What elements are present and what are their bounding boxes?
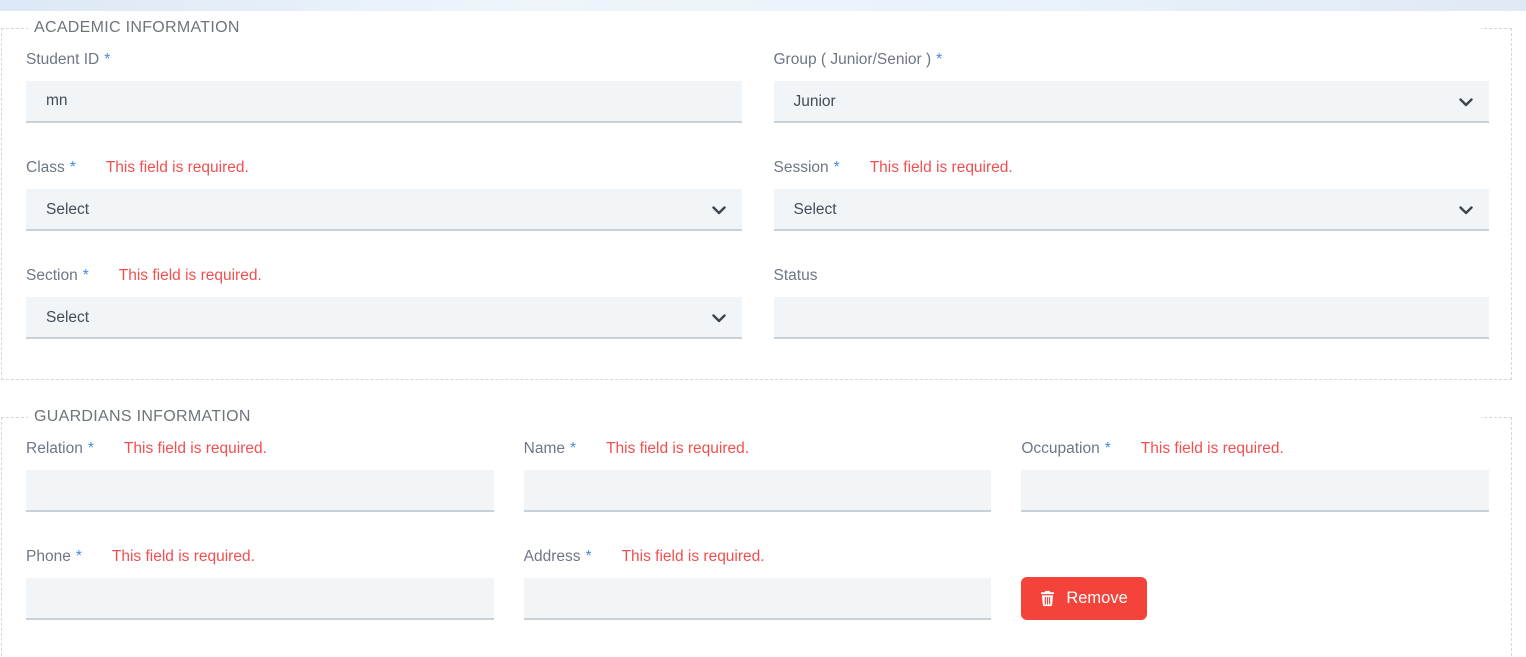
group-select-wrap: Junior — [773, 81, 1489, 123]
name-label: Name — [523, 440, 566, 457]
error-message: This field is required. — [606, 440, 750, 457]
section-label: Section — [26, 267, 78, 284]
error-message: This field is required. — [118, 267, 262, 284]
field-status: Status — [773, 267, 1490, 339]
academic-section-title: ACADEMIC INFORMATION — [34, 19, 240, 36]
guardians-form-grid: Relation * This field is required. Name … — [26, 440, 1489, 620]
required-asterisk: * — [936, 51, 943, 68]
academic-information-section: ACADEMIC INFORMATION Student ID * Group … — [1, 19, 1512, 380]
name-input[interactable] — [523, 470, 992, 512]
required-asterisk: * — [69, 159, 76, 176]
phone-input[interactable] — [26, 578, 494, 620]
required-asterisk: * — [104, 51, 111, 68]
session-label-row: Session * This field is required. — [774, 159, 1490, 179]
class-select-wrap: Select — [26, 189, 742, 231]
group-label: Group ( Junior/Senior ) — [773, 51, 932, 68]
required-asterisk: * — [585, 548, 592, 565]
guardians-information-section: GUARDIANS INFORMATION Relation * This fi… — [1, 408, 1512, 657]
field-name: Name * This field is required. — [523, 440, 992, 512]
occupation-input[interactable] — [1021, 470, 1489, 512]
required-asterisk: * — [1104, 440, 1111, 457]
trash-icon — [1040, 590, 1055, 607]
occupation-label-row: Occupation * This field is required. — [1021, 440, 1489, 460]
section-select[interactable]: Select — [26, 297, 742, 339]
guardians-section-title: GUARDIANS INFORMATION — [34, 408, 251, 425]
error-message: This field is required. — [123, 440, 267, 457]
required-asterisk: * — [570, 440, 577, 457]
group-select[interactable]: Junior — [773, 81, 1489, 123]
student-id-label-row: Student ID * — [26, 51, 742, 71]
field-session: Session * This field is required. Select — [773, 159, 1490, 231]
field-student-id: Student ID * — [26, 51, 742, 123]
field-section: Section * This field is required. Select — [26, 267, 742, 339]
session-select-wrap: Select — [773, 189, 1489, 231]
error-message: This field is required. — [111, 548, 255, 565]
phone-label-row: Phone * This field is required. — [26, 548, 494, 568]
error-message: This field is required. — [1140, 440, 1284, 457]
relation-label-row: Relation * This field is required. — [26, 440, 494, 460]
remove-button[interactable]: Remove — [1021, 577, 1147, 620]
relation-label: Relation — [26, 440, 83, 457]
required-asterisk: * — [833, 159, 840, 176]
error-message: This field is required. — [105, 159, 249, 176]
required-asterisk: * — [75, 548, 82, 565]
student-id-input[interactable] — [26, 81, 742, 123]
session-select[interactable]: Select — [773, 189, 1489, 231]
error-message: This field is required. — [621, 548, 765, 565]
remove-button-cell: Remove — [1021, 548, 1489, 620]
student-id-label: Student ID — [26, 51, 100, 68]
status-label-row: Status — [774, 267, 1490, 287]
remove-button-label: Remove — [1066, 589, 1128, 607]
status-label: Status — [773, 267, 818, 284]
required-asterisk: * — [82, 267, 89, 284]
status-input[interactable] — [773, 297, 1489, 339]
field-class: Class * This field is required. Select — [26, 159, 742, 231]
class-select[interactable]: Select — [26, 189, 742, 231]
field-relation: Relation * This field is required. — [26, 440, 494, 512]
address-label: Address — [523, 548, 581, 565]
required-asterisk: * — [87, 440, 94, 457]
academic-form-grid: Student ID * Group ( Junior/Senior ) * J… — [26, 51, 1489, 339]
page-topbar-accent — [0, 0, 1526, 11]
field-address: Address * This field is required. — [523, 548, 992, 620]
field-occupation: Occupation * This field is required. — [1021, 440, 1489, 512]
class-label-row: Class * This field is required. — [26, 159, 742, 179]
name-label-row: Name * This field is required. — [524, 440, 992, 460]
section-label-row: Section * This field is required. — [26, 267, 742, 287]
address-input[interactable] — [523, 578, 992, 620]
error-message: This field is required. — [869, 159, 1013, 176]
phone-label: Phone — [26, 548, 71, 565]
relation-input[interactable] — [26, 470, 494, 512]
class-label: Class — [26, 159, 65, 176]
session-label: Session — [773, 159, 829, 176]
field-group: Group ( Junior/Senior ) * Junior — [773, 51, 1490, 123]
field-phone: Phone * This field is required. — [26, 548, 494, 620]
occupation-label: Occupation — [1021, 440, 1100, 457]
section-select-wrap: Select — [26, 297, 742, 339]
address-label-row: Address * This field is required. — [524, 548, 992, 568]
group-label-row: Group ( Junior/Senior ) * — [774, 51, 1490, 71]
